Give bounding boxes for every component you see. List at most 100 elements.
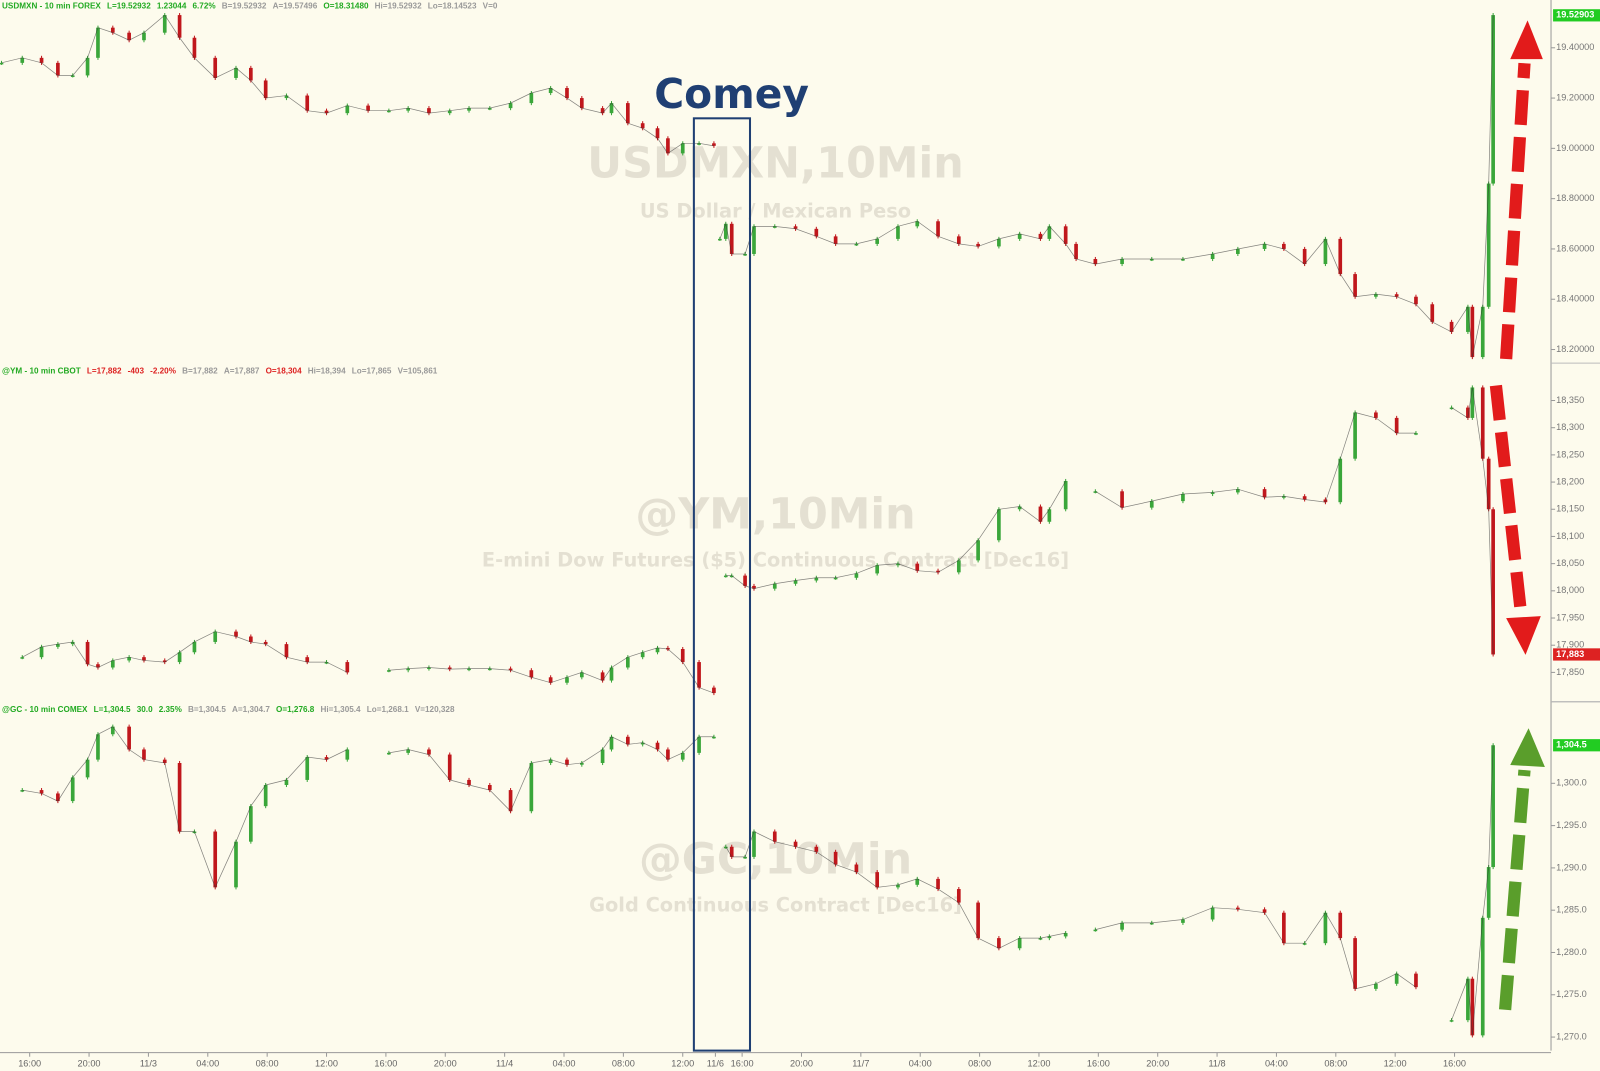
- candle: [640, 742, 645, 745]
- candle: [324, 757, 329, 760]
- candle: [729, 575, 734, 578]
- candle: [248, 806, 253, 842]
- candle: [1093, 929, 1098, 932]
- candle: [213, 57, 218, 78]
- header-item: A=19.57496: [273, 1, 318, 10]
- header-item: V=0: [483, 1, 498, 10]
- header-item: B=17,882: [182, 366, 218, 375]
- y-tick-label: 1,295.0: [1556, 820, 1587, 830]
- candle: [1470, 306, 1475, 358]
- candle: [936, 221, 940, 237]
- candle: [192, 37, 197, 58]
- candle: [177, 15, 182, 38]
- candle: [1017, 506, 1022, 510]
- candle: [1374, 412, 1378, 418]
- candle: [976, 243, 980, 247]
- candle: [997, 238, 1001, 247]
- candle: [854, 243, 859, 246]
- candle: [192, 641, 197, 653]
- arrow-shaft: [1489, 384, 1528, 618]
- candle: [508, 790, 513, 812]
- candle: [579, 763, 584, 765]
- y-tick-label: 17,950: [1556, 612, 1584, 622]
- header-item: 2.35%: [159, 705, 183, 714]
- candle: [213, 631, 218, 642]
- candle: [56, 62, 60, 76]
- x-tick-label: 12:00: [1384, 1058, 1407, 1068]
- candle: [1353, 938, 1357, 989]
- candle: [609, 736, 614, 750]
- candle: [752, 226, 756, 254]
- candle: [487, 108, 492, 110]
- last-price-box: [1553, 739, 1600, 752]
- candle: [625, 736, 630, 745]
- candle: [666, 138, 670, 154]
- candle: [752, 585, 756, 589]
- candle: [723, 223, 728, 239]
- x-tick-label: 16:00: [1087, 1058, 1110, 1068]
- candle: [1323, 499, 1328, 503]
- candle: [1470, 978, 1475, 1036]
- candle: [305, 657, 310, 663]
- candle: [127, 726, 131, 750]
- candle: [896, 226, 900, 239]
- candle: [1149, 259, 1154, 261]
- candle: [1262, 909, 1267, 913]
- candle: [529, 93, 534, 104]
- header-item: @GC - 10 min COMEX: [2, 705, 88, 714]
- x-tick-label: 04:00: [1265, 1058, 1288, 1068]
- candle: [875, 872, 880, 888]
- header-item: L=1,304.5: [94, 705, 131, 714]
- y-tick-label: 18,050: [1556, 558, 1584, 568]
- candle: [936, 570, 940, 573]
- candle: [1093, 259, 1098, 265]
- candle: [142, 32, 146, 41]
- candle: [1210, 492, 1215, 495]
- candle: [1063, 226, 1068, 244]
- candle: [234, 67, 238, 78]
- header-item: Hi=18,394: [308, 366, 346, 375]
- candle: [162, 660, 167, 663]
- candle: [609, 103, 614, 114]
- candle: [697, 143, 701, 145]
- candle: [1063, 933, 1068, 937]
- y-tick-label: 18.20000: [1556, 344, 1594, 354]
- candle: [956, 560, 961, 573]
- header-item: 1.23044: [157, 1, 187, 10]
- x-tick-label: 08:00: [968, 1058, 991, 1068]
- x-tick-label: 20:00: [434, 1058, 457, 1068]
- candle: [729, 223, 734, 254]
- header-item: USDMXN - 10 min FOREX: [2, 1, 101, 10]
- candle: [1236, 248, 1240, 254]
- last-price-label: 19.52903: [1556, 10, 1594, 20]
- candle: [387, 752, 391, 755]
- header-item: Lo=1,268.1: [367, 705, 409, 714]
- candle: [85, 57, 90, 76]
- price-line: [1, 14, 1494, 358]
- watermark-title: USDMXN,10Min: [587, 139, 963, 189]
- candle: [1470, 387, 1475, 418]
- candle: [0, 62, 4, 65]
- candle: [248, 636, 253, 642]
- x-tick-label: 12:00: [315, 1058, 338, 1068]
- candle: [666, 749, 670, 760]
- candle: [1430, 304, 1435, 322]
- candle: [1480, 387, 1485, 459]
- header-item: L=17,882: [87, 366, 122, 375]
- candle: [1282, 496, 1286, 498]
- x-tick-label: 20:00: [1146, 1058, 1169, 1068]
- candle: [96, 664, 100, 668]
- candle: [1323, 238, 1328, 265]
- candle: [1486, 458, 1491, 510]
- candle: [20, 657, 25, 659]
- arrow: [1489, 384, 1541, 655]
- candle: [680, 649, 685, 663]
- candle: [1038, 233, 1043, 239]
- candle: [1353, 412, 1357, 459]
- candle: [1302, 248, 1307, 265]
- candle: [110, 660, 115, 668]
- candle: [447, 667, 452, 670]
- candle: [1282, 243, 1286, 249]
- candle: [1338, 238, 1343, 275]
